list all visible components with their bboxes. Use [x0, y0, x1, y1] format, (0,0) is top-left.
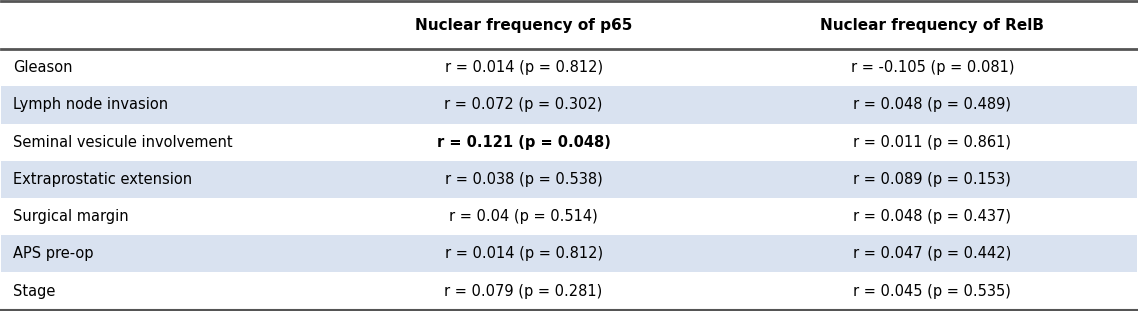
Text: Surgical margin: Surgical margin — [13, 209, 129, 224]
Text: r = 0.014 (p = 0.812): r = 0.014 (p = 0.812) — [445, 246, 603, 261]
Text: Lymph node invasion: Lymph node invasion — [13, 97, 168, 113]
Text: r = 0.079 (p = 0.281): r = 0.079 (p = 0.281) — [445, 284, 603, 299]
Bar — [1, 86, 1137, 123]
Text: Nuclear frequency of p65: Nuclear frequency of p65 — [415, 18, 633, 33]
Text: Gleason: Gleason — [13, 60, 72, 75]
Text: Stage: Stage — [13, 284, 55, 299]
Bar — [1, 235, 1137, 272]
Text: r = 0.014 (p = 0.812): r = 0.014 (p = 0.812) — [445, 60, 603, 75]
Text: r = 0.04 (p = 0.514): r = 0.04 (p = 0.514) — [450, 209, 597, 224]
Text: r = 0.011 (p = 0.861): r = 0.011 (p = 0.861) — [854, 135, 1012, 150]
Text: Extraprostatic extension: Extraprostatic extension — [13, 172, 192, 187]
Text: r = 0.038 (p = 0.538): r = 0.038 (p = 0.538) — [445, 172, 602, 187]
Text: r = -0.105 (p = 0.081): r = -0.105 (p = 0.081) — [850, 60, 1014, 75]
Text: r = 0.121 (p = 0.048): r = 0.121 (p = 0.048) — [437, 135, 610, 150]
Bar — [1, 161, 1137, 198]
Text: r = 0.072 (p = 0.302): r = 0.072 (p = 0.302) — [445, 97, 603, 113]
Text: r = 0.045 (p = 0.535): r = 0.045 (p = 0.535) — [854, 284, 1012, 299]
Text: Nuclear frequency of RelB: Nuclear frequency of RelB — [820, 18, 1045, 33]
Text: APS pre-op: APS pre-op — [13, 246, 93, 261]
Text: r = 0.048 (p = 0.489): r = 0.048 (p = 0.489) — [854, 97, 1012, 113]
Text: r = 0.048 (p = 0.437): r = 0.048 (p = 0.437) — [854, 209, 1012, 224]
Text: r = 0.089 (p = 0.153): r = 0.089 (p = 0.153) — [854, 172, 1012, 187]
Text: r = 0.047 (p = 0.442): r = 0.047 (p = 0.442) — [854, 246, 1012, 261]
Text: Seminal vesicule involvement: Seminal vesicule involvement — [13, 135, 232, 150]
